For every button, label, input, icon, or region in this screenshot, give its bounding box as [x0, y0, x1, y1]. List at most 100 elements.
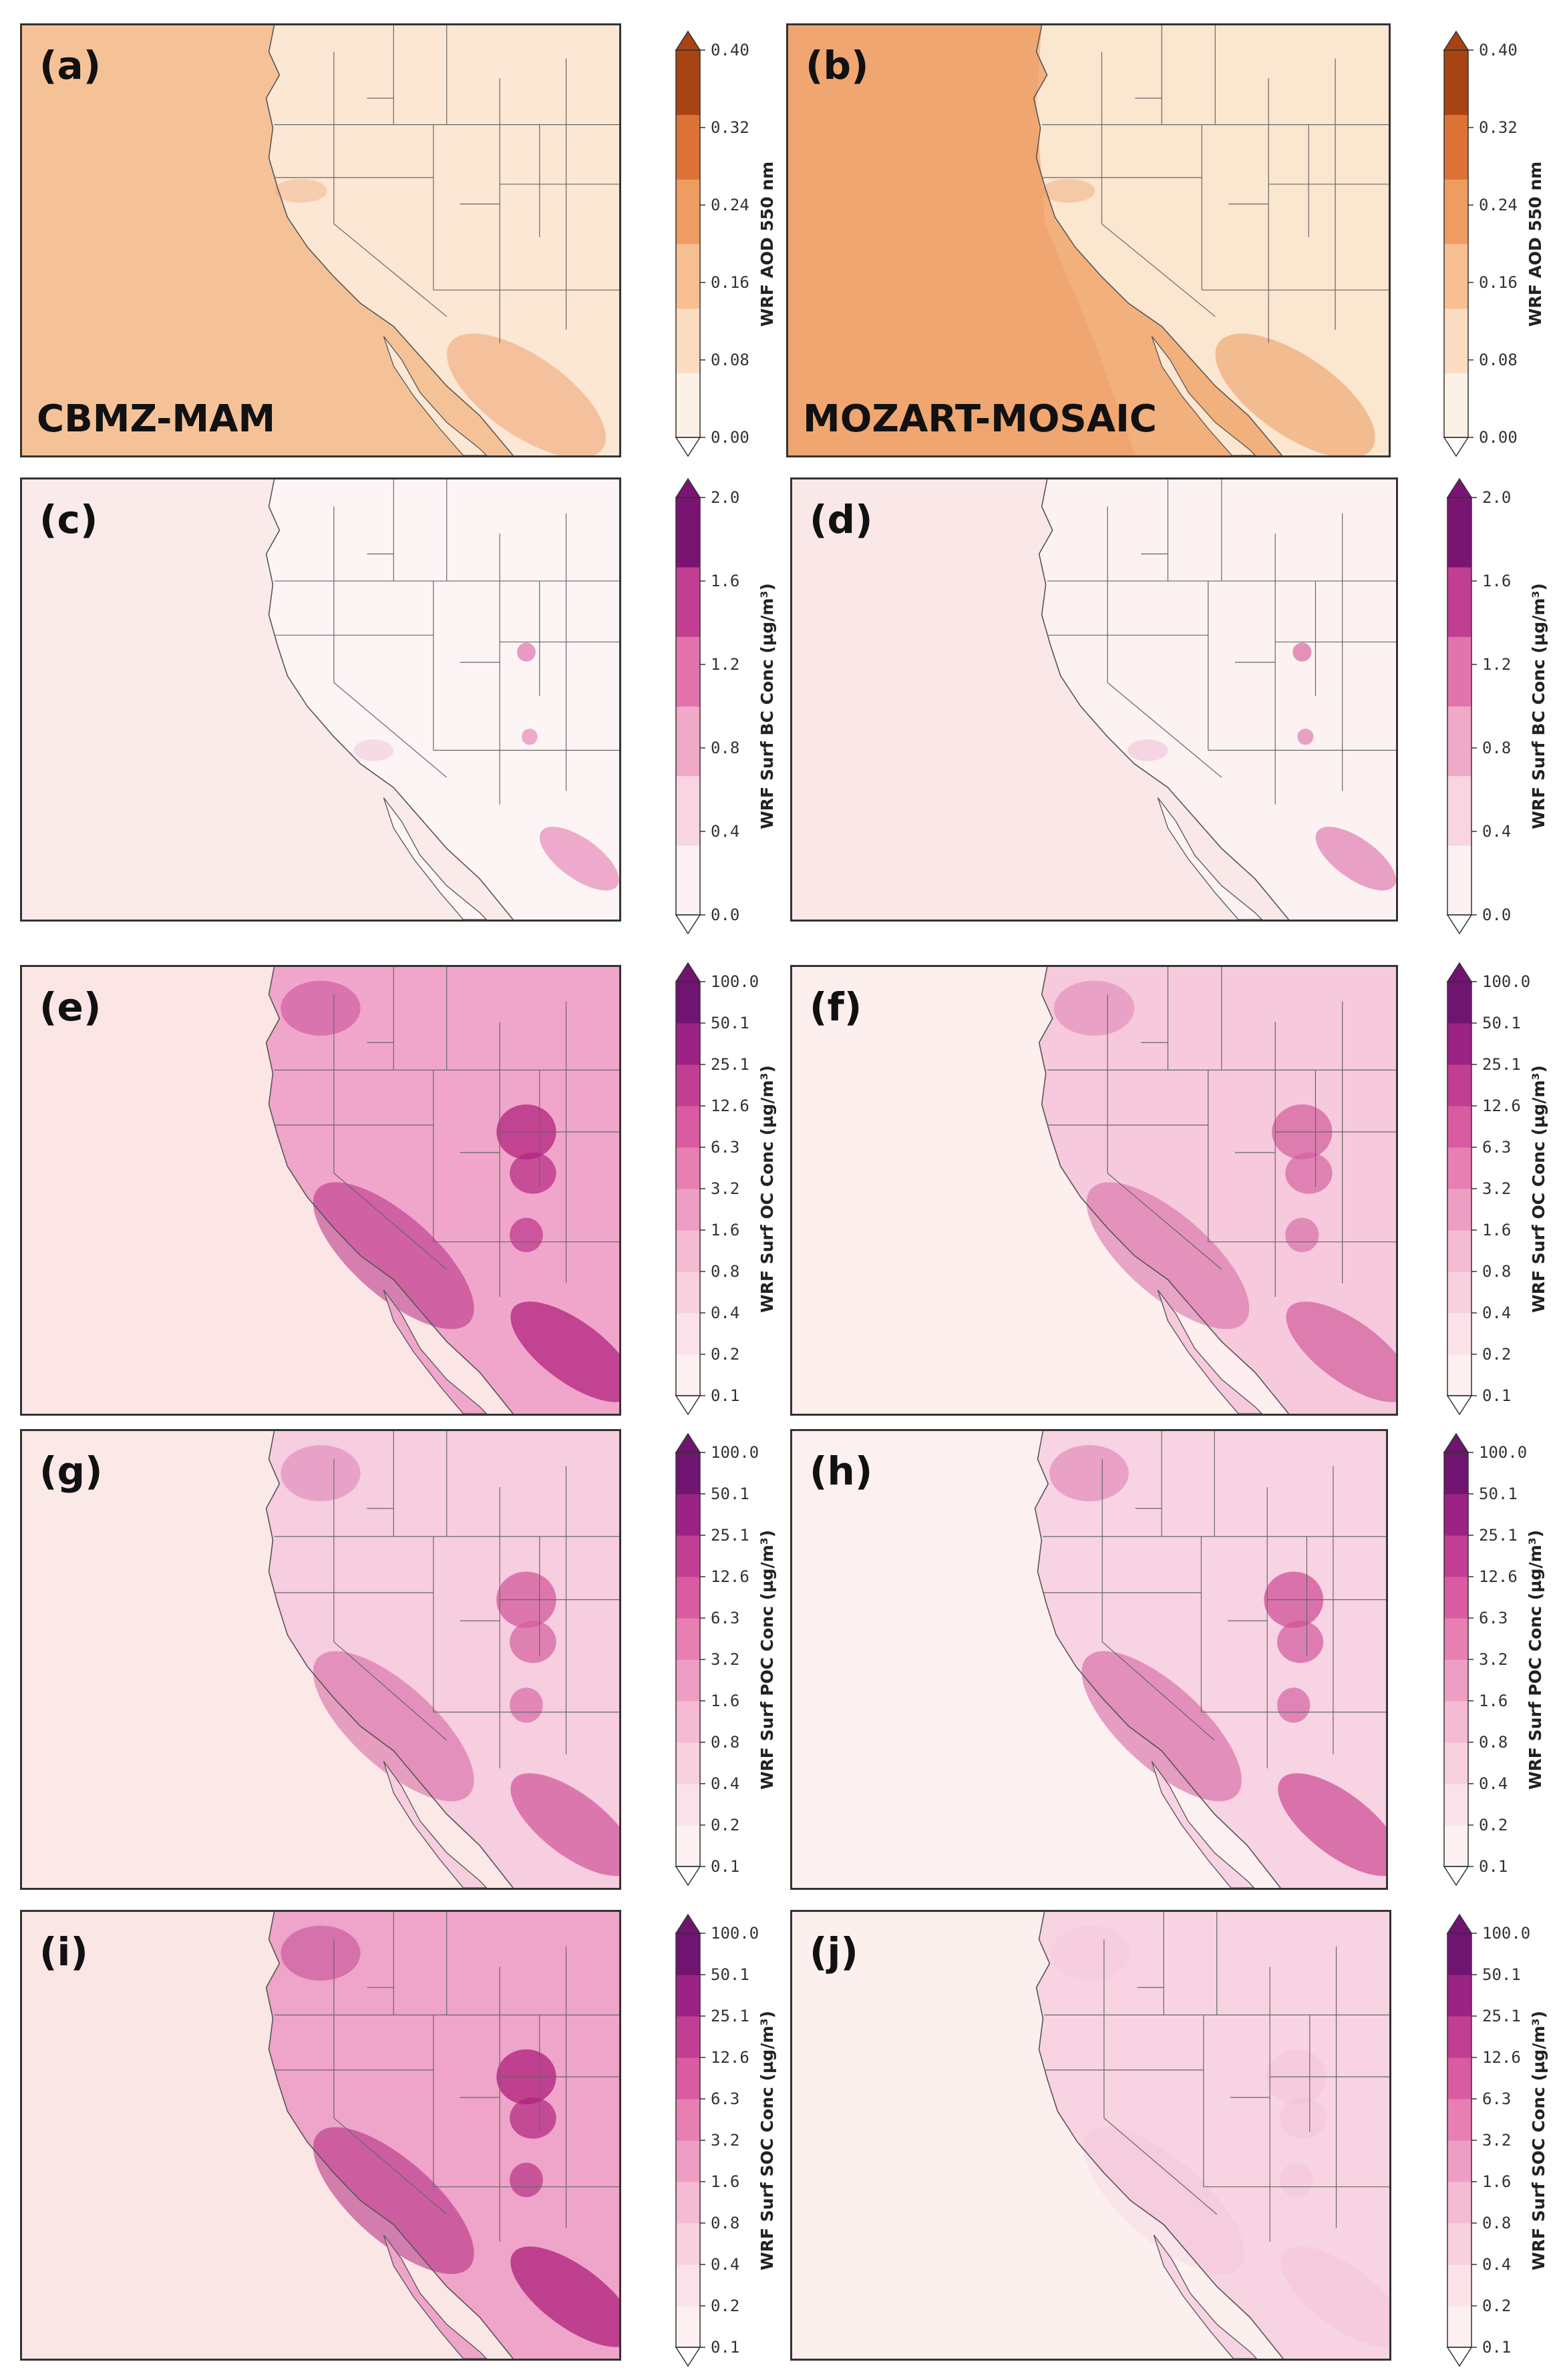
colorbar-tick-label: 50.1	[711, 1484, 749, 1503]
colorbar-segment	[1447, 2223, 1471, 2265]
colorbar-segment	[1444, 1825, 1468, 1867]
colorbar-segment	[676, 845, 700, 916]
colorbar-min-arrow	[1443, 1866, 1469, 1887]
colorbar-tick-label: 0.0	[1482, 906, 1512, 924]
colorbar-tick-label: 6.3	[1479, 1609, 1508, 1627]
colorbar-max-arrow	[675, 1432, 701, 1453]
map-panel-j: (j)	[790, 1910, 1391, 2361]
colorbar-tick-label: 100.0	[1482, 972, 1531, 991]
colorbar-segment	[1447, 2182, 1471, 2224]
colorbar-max-arrow	[1443, 30, 1469, 51]
colorbar-tick-label: 1.2	[1482, 655, 1512, 674]
colorbar-segment	[676, 308, 700, 373]
colorbar-tick-label: 0.00	[711, 428, 749, 447]
colorbar-tick-label: 6.3	[711, 1138, 740, 1157]
colorbar-gradient	[675, 1913, 705, 2367]
colorbar-tick-label: 0.08	[711, 351, 749, 369]
colorbar-segment	[676, 1354, 700, 1396]
panel-label: (e)	[39, 984, 102, 1030]
colorbar-tick-label: 100.0	[1479, 1443, 1528, 1462]
panel-label: (a)	[39, 43, 102, 88]
colorbar-segment	[1447, 775, 1471, 846]
colorbar-segment	[676, 1933, 700, 1975]
colorbar-segment	[676, 2182, 700, 2224]
map-panel-d: (d)	[790, 477, 1398, 922]
colorbar-tick-label: 12.6	[711, 1567, 749, 1586]
colorbar-gradient	[1446, 477, 1477, 935]
colorbar-tick-label: 2.0	[711, 488, 740, 507]
colorbar-segment	[676, 50, 700, 116]
colorbar-segment	[676, 2016, 700, 2058]
colorbar-segment	[1444, 1618, 1468, 1660]
colorbar-tick-label: 100.0	[711, 1924, 759, 1943]
colorbar-gradient	[675, 30, 705, 457]
colorbar-soc-right: 0.1 0.2 0.4 0.8 1.6 3.2 6.3 12.6 25.1 50.1 100.0 WR…	[1439, 1913, 1548, 2367]
colorbar-soc-left: 0.1 0.2 0.4 0.8 1.6 3.2 6.3 12.6 25.1 50.1 100.0 WR…	[668, 1913, 776, 2367]
colorbar-tick-label: 0.8	[711, 1262, 740, 1281]
colorbar-gradient	[1446, 962, 1477, 1416]
colorbar-tick-label: 0.4	[711, 822, 740, 841]
colorbar-tick-label: 12.6	[1482, 2048, 1521, 2067]
colorbar-tick-label: 0.8	[711, 739, 740, 757]
colorbar-segment	[1444, 1535, 1468, 1577]
colorbar-segment	[676, 114, 700, 180]
colorbar-segment	[1444, 1701, 1468, 1743]
colorbar-segment	[676, 244, 700, 309]
colorbar-max-arrow	[675, 962, 701, 982]
colorbar-tick-label: 0.24	[1479, 196, 1518, 214]
colorbar-tick-label: 0.8	[1482, 739, 1512, 757]
colorbar-tick-label: 1.6	[1479, 1692, 1508, 1710]
colorbar-tick-label: 3.2	[711, 1179, 740, 1198]
scheme-label: MOZART-MOSAIC	[803, 397, 1158, 441]
colorbar-segment	[676, 1825, 700, 1867]
colorbar-segment	[676, 1535, 700, 1577]
colorbar-tick-label: 0.2	[711, 2297, 740, 2315]
colorbar-tick-label: 1.6	[1482, 1221, 1512, 1239]
colorbar-gradient	[1443, 1432, 1473, 1887]
colorbar-segment	[676, 2306, 700, 2348]
scheme-label: CBMZ-MAM	[37, 397, 276, 441]
colorbar-tick-label: 1.6	[1482, 2172, 1512, 2191]
colorbar-tick-label: 0.08	[1479, 351, 1518, 369]
colorbar-tick-label: 0.8	[1482, 1262, 1512, 1281]
colorbar-segment	[676, 1701, 700, 1743]
colorbar-tick-label: 0.8	[1479, 1733, 1508, 1752]
colorbar-label: WRF Surf BC Conc (µg/m³)	[757, 583, 777, 829]
colorbar-segment	[676, 2264, 700, 2307]
colorbar-aod-right: 0.00 0.08 0.16 0.24 0.32 0.40 WRF AOD 550 nm	[1436, 30, 1545, 457]
colorbar-tick-label: 0.2	[711, 1345, 740, 1364]
colorbar-segment	[676, 1618, 700, 1660]
colorbar-segment	[1447, 2057, 1471, 2100]
colorbar-segment	[676, 2057, 700, 2100]
colorbar-tick-label: 50.1	[1482, 1014, 1521, 1032]
colorbar-segment	[1447, 1106, 1471, 1148]
colorbar-segment	[1447, 2264, 1471, 2307]
colorbar-min-arrow	[675, 1395, 701, 1416]
colorbar-label: WRF AOD 550 nm	[757, 161, 777, 327]
map-canvas	[22, 25, 619, 455]
colorbar-tick-label: 3.2	[711, 1650, 740, 1669]
colorbar-segment	[1444, 50, 1468, 116]
colorbar-tick-label: 50.1	[1482, 1965, 1521, 1984]
colorbar-segment	[676, 179, 700, 244]
colorbar-label: WRF Surf OC Conc (µg/m³)	[757, 1064, 777, 1313]
colorbar-segment	[676, 1271, 700, 1314]
colorbar-tick-label: 3.2	[711, 2131, 740, 2150]
colorbar-segment	[1447, 1354, 1471, 1396]
colorbar-segment	[1447, 1064, 1471, 1107]
colorbar-gradient	[1446, 1913, 1477, 2367]
map-panel-e: (e)	[20, 965, 621, 1416]
colorbar-segment	[676, 2140, 700, 2182]
colorbar-label: WRF Surf SOC Conc (µg/m³)	[1528, 2010, 1548, 2270]
colorbar-label: WRF Surf SOC Conc (µg/m³)	[757, 2010, 777, 2270]
colorbar-segment	[676, 775, 700, 846]
colorbar-tick-label: 0.1	[1482, 2338, 1512, 2357]
colorbar-min-arrow	[1446, 1395, 1473, 1416]
colorbar-bc-left: 0.0 0.4 0.8 1.2 1.6 2.0 WRF Surf BC Conc (µg/m…	[668, 477, 776, 935]
colorbar-tick-label: 0.40	[711, 41, 749, 59]
colorbar-segment	[676, 1313, 700, 1355]
colorbar-max-arrow	[675, 477, 701, 498]
colorbar-tick-label: 3.2	[1479, 1650, 1508, 1669]
colorbar-gradient	[675, 1432, 705, 1887]
map-canvas	[22, 479, 619, 920]
